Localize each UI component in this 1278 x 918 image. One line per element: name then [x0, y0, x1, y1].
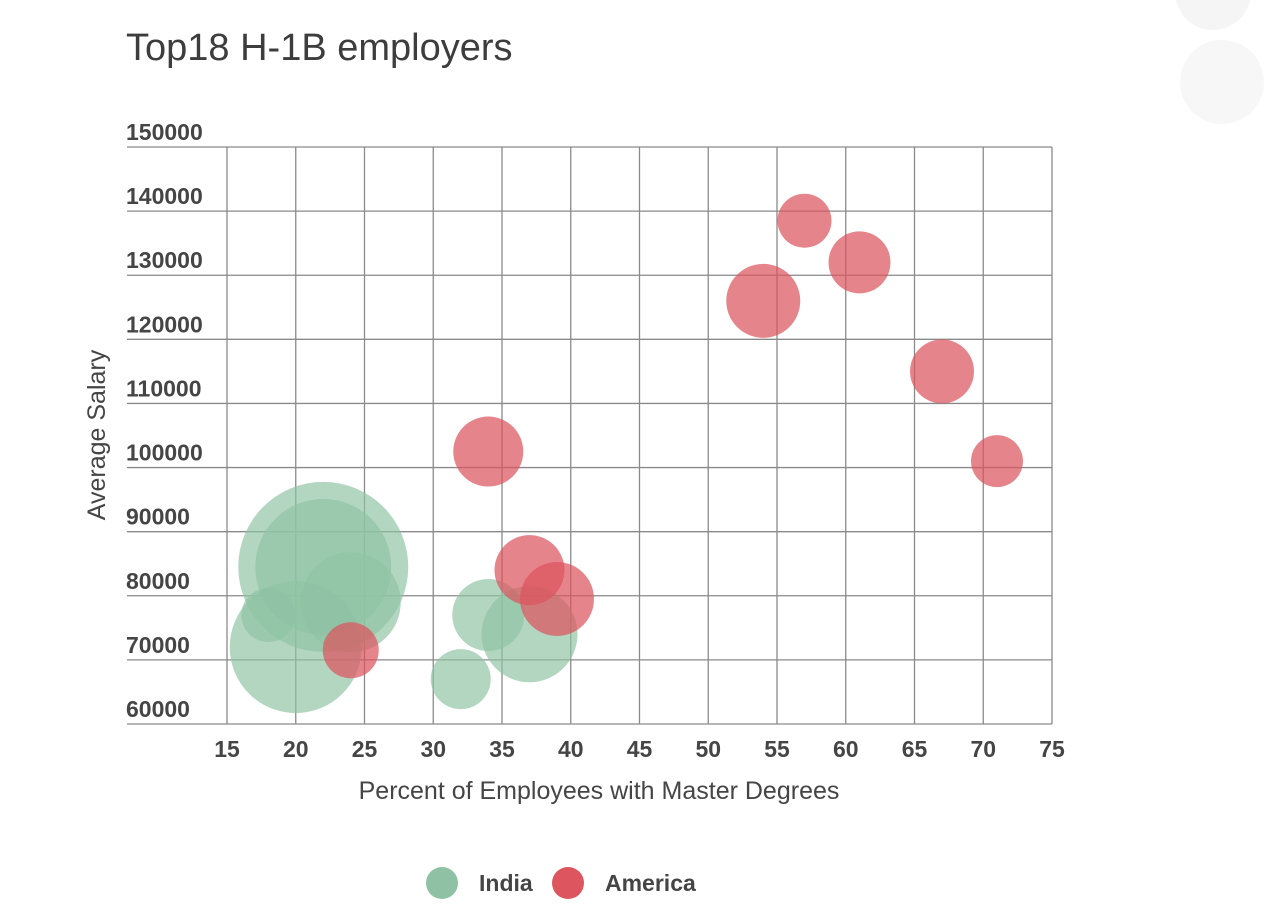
bubble-america: [520, 561, 594, 636]
legend: India America: [426, 867, 696, 899]
x-tick-label: 40: [558, 736, 584, 762]
y-tick-label: 90000: [126, 504, 190, 530]
bubble-america: [322, 622, 379, 679]
bubble-india: [452, 579, 525, 652]
bubble-india: [241, 588, 296, 643]
bubble-india: [300, 552, 401, 653]
y-tick-label: 60000: [126, 696, 190, 722]
x-tick-label: 30: [420, 736, 446, 762]
x-tick-label: 15: [214, 736, 240, 762]
y-tick-label: 100000: [126, 440, 203, 466]
bubble-america: [777, 193, 832, 248]
legend-swatch-india: [426, 867, 458, 899]
y-tick-label: 120000: [126, 311, 203, 337]
x-tick-label: 50: [695, 736, 721, 762]
x-tick-label: 65: [902, 736, 928, 762]
x-tick-label: 70: [970, 736, 996, 762]
decorative-circle: [1180, 40, 1264, 124]
y-tick-label: 130000: [126, 247, 203, 273]
x-axis-label: Percent of Employees with Master Degrees: [359, 777, 840, 805]
x-tick-label: 45: [627, 736, 653, 762]
x-tick-label: 25: [352, 736, 378, 762]
y-tick-label: 110000: [126, 375, 201, 401]
chart-title: Top18 H-1B employers: [126, 27, 513, 69]
y-tick-label: 140000: [126, 183, 203, 209]
x-tick-label: 55: [764, 736, 790, 762]
y-axis-label: Average Salary: [83, 349, 111, 520]
y-tick-label: 80000: [126, 568, 190, 594]
legend-swatch-america: [552, 867, 584, 899]
tick-layer: 15 20 25 30 35 40 45 50 55 60 65 70 75 150000 140000 13…: [126, 119, 1065, 762]
legend-label-america: America: [605, 870, 696, 896]
bubble-america: [726, 263, 801, 338]
y-tick-label: 70000: [126, 632, 190, 658]
bubble-layer: [229, 193, 1023, 714]
bubble-america: [971, 435, 1023, 488]
legend-label-india: India: [479, 870, 533, 896]
x-tick-label: 20: [283, 736, 309, 762]
x-tick-label: 60: [833, 736, 859, 762]
bubble-america: [453, 416, 524, 487]
x-tick-label: 35: [489, 736, 515, 762]
decorative-circle: [1175, 0, 1251, 30]
bubble-india: [430, 649, 491, 710]
x-tick-label: 75: [1039, 736, 1065, 762]
y-tick-label: 150000: [126, 119, 203, 145]
bubble-america: [828, 231, 891, 294]
bubble-america: [910, 339, 974, 404]
grid-layer: [127, 146, 1053, 725]
